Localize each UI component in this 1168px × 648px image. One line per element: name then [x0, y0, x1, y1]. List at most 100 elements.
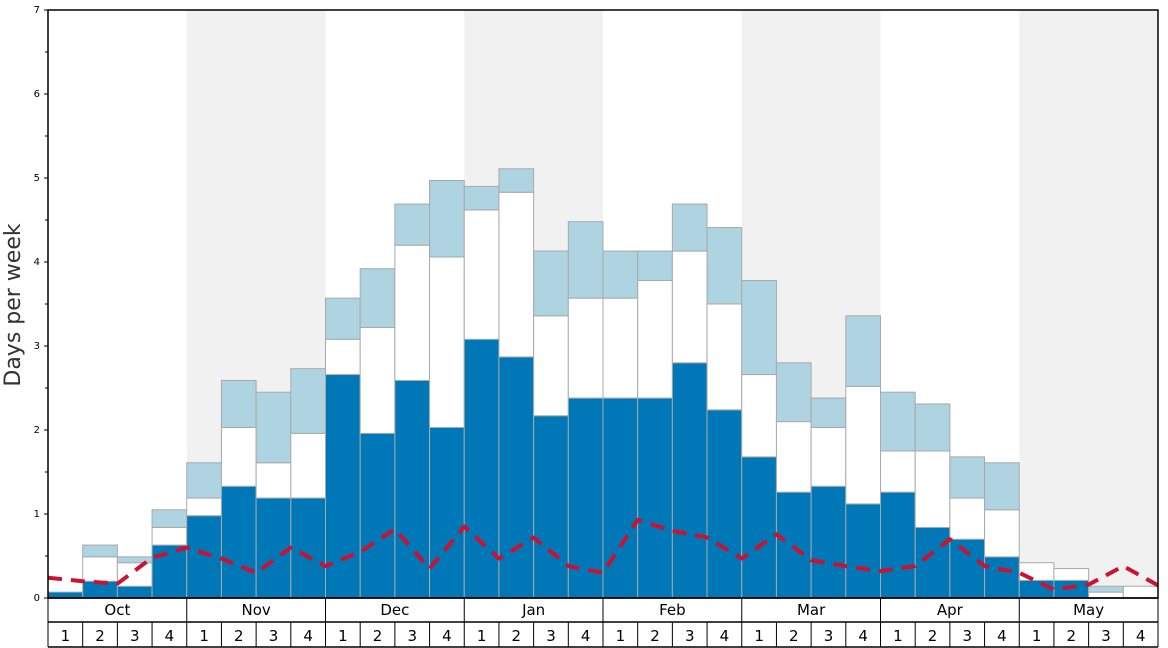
y-tick-label: 5	[34, 173, 40, 184]
week-label: 1	[477, 627, 487, 645]
bar-segment	[325, 297, 361, 340]
bar-segment	[602, 250, 639, 299]
bar-segment	[498, 356, 535, 599]
bar-segment	[82, 544, 118, 558]
bar-segment	[845, 385, 881, 505]
bar-segment	[82, 556, 118, 582]
bar-segment	[359, 327, 396, 434]
bar-segment	[1053, 568, 1090, 581]
bar-segment	[637, 279, 673, 399]
y-tick-label: 2	[34, 425, 40, 436]
bar-segment	[116, 562, 153, 587]
week-label: 1	[616, 627, 626, 645]
week-label: 1	[893, 627, 903, 645]
week-label: 2	[789, 627, 799, 645]
week-label: 2	[650, 627, 660, 645]
bar-segment	[186, 515, 222, 599]
bar-segment	[325, 338, 361, 376]
week-label: 3	[962, 627, 972, 645]
bar-segment	[706, 227, 743, 305]
bar-segment	[567, 297, 604, 399]
bar-segment	[706, 409, 743, 599]
y-tick-label: 4	[34, 257, 40, 268]
month-label: Mar	[797, 601, 826, 619]
bar-segment	[810, 485, 847, 599]
bar-segment	[671, 362, 708, 599]
bar-segment	[706, 303, 743, 411]
bar-segment	[949, 456, 986, 499]
week-label: 4	[1136, 627, 1146, 645]
bar-segment	[775, 362, 812, 423]
bar-segment	[845, 315, 881, 387]
bars	[47, 168, 1159, 599]
bar-segment	[741, 374, 777, 458]
week-label: 2	[95, 627, 105, 645]
bar-segment	[290, 368, 326, 434]
bar-segment	[880, 450, 916, 493]
bar-segment	[116, 556, 153, 564]
week-label: 3	[546, 627, 556, 645]
dashed-line-path	[47, 517, 1159, 592]
bar-segment	[186, 497, 222, 517]
bar-segment	[429, 426, 465, 599]
bar-segment	[1053, 579, 1090, 599]
bar-segment	[984, 509, 1020, 558]
week-label: 3	[1101, 627, 1111, 645]
bar-segment	[671, 203, 708, 252]
bar-segment	[220, 426, 257, 487]
bar-segment	[949, 497, 986, 540]
y-tick-label: 7	[34, 5, 40, 16]
bar-segment	[1122, 585, 1159, 599]
week-label: 4	[581, 627, 591, 645]
week-label: 1	[199, 627, 209, 645]
week-label: 4	[858, 627, 868, 645]
bar-segment	[463, 185, 500, 211]
month-label: Dec	[380, 601, 409, 619]
bar-segment	[116, 585, 153, 599]
bar-segment	[1018, 562, 1055, 581]
week-label: 3	[407, 627, 417, 645]
bar-segment	[741, 279, 777, 376]
week-label: 3	[685, 627, 695, 645]
bar-segment	[463, 209, 500, 340]
month-label: Nov	[241, 601, 270, 619]
y-tick-label: 6	[34, 89, 40, 100]
week-label: 4	[720, 627, 730, 645]
bar-segment	[290, 432, 326, 499]
bar-segment	[429, 256, 465, 428]
bar-segment	[220, 485, 257, 599]
month-label: Oct	[104, 601, 130, 619]
bar-segment	[359, 432, 396, 599]
bar-segment	[741, 456, 777, 599]
bar-segment	[880, 491, 916, 599]
bar-segment	[1088, 585, 1124, 593]
bar-segment	[429, 180, 465, 258]
week-label: 4	[442, 627, 452, 645]
bar-segment	[533, 250, 569, 317]
bar-segment	[880, 391, 916, 452]
bar-segment	[255, 391, 292, 464]
week-label: 2	[928, 627, 938, 645]
week-label: 1	[338, 627, 348, 645]
bar-segment	[567, 221, 604, 299]
week-label: 1	[1032, 627, 1042, 645]
week-label: 1	[61, 627, 71, 645]
week-label: 2	[234, 627, 244, 645]
week-label: 4	[165, 627, 175, 645]
bar-segment	[151, 526, 188, 546]
week-label: 4	[303, 627, 313, 645]
y-axis-label: Days per week	[1, 223, 26, 386]
bar-segment	[394, 244, 431, 381]
week-label: 4	[997, 627, 1007, 645]
bar-segment	[637, 397, 673, 599]
bar-segment	[602, 297, 639, 399]
bar-segment	[775, 421, 812, 493]
bar-segment	[359, 268, 396, 329]
bar-segment	[394, 379, 431, 599]
month-label: Apr	[937, 601, 964, 619]
y-tick-label: 0	[34, 593, 40, 604]
bar-segment	[255, 462, 292, 499]
month-label: Jan	[521, 601, 545, 619]
bar-segment	[914, 403, 951, 452]
